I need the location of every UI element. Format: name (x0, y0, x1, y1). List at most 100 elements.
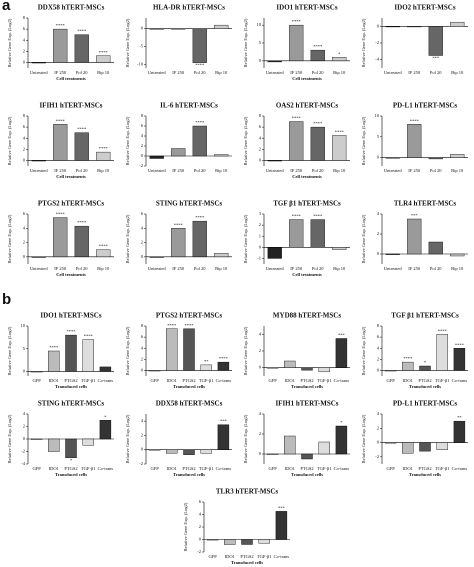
x-tick-label: Bip 10 (215, 70, 228, 75)
bar (96, 55, 111, 63)
y-tick-label: 6 (259, 124, 262, 129)
y-tick-label: 0 (23, 436, 26, 441)
chart-title: OAS2 hTERT-MSCs (276, 102, 339, 110)
chart: TGF β1 hTERT-MSCs Relative Gene Exp. (Log… (243, 200, 350, 277)
bar (48, 350, 60, 372)
bar (99, 366, 112, 372)
significance-label: **** (313, 214, 323, 219)
y-tick-label: 2 (141, 356, 143, 361)
chart: TGF β1 hTERT-MSCs Relative Gene Exp. (Log… (361, 312, 468, 389)
y-axis-label: Relative Gene Exp. (Log2) (7, 116, 12, 165)
bar (74, 34, 89, 63)
y-axis-label: Relative Gene Exp. (Log2) (7, 214, 12, 263)
bar (289, 24, 304, 62)
x-axis-label: Cell treatments (292, 174, 322, 179)
significance-label: **** (438, 328, 448, 333)
y-tick-label: 0 (259, 365, 262, 370)
x-tick-label: Bip 10 (97, 266, 110, 271)
x-tick-label: Bip 10 (451, 168, 464, 173)
chart-title: IDO1 hTERT-MSCs (40, 312, 101, 320)
bar (82, 339, 94, 372)
y-tick-label: 0 (377, 23, 380, 28)
chart: HLA-DR hTERT-MSCs Relative Gene Exp. (Log… (125, 4, 232, 75)
y-axis-label: Relative Gene Exp. (Log2) (361, 414, 366, 463)
bar (332, 135, 347, 161)
x-tick-label: GFP (268, 466, 277, 471)
x-tick-label: Bip 10 (333, 168, 346, 173)
y-tick-label: 8 (141, 323, 144, 328)
x-tick-label: IF 250 (172, 70, 185, 75)
x-tick-label: GFP (268, 378, 277, 383)
x-axis-label: Cell treatments (292, 272, 322, 277)
y-tick-label: -2 (139, 163, 143, 168)
x-axis-label: Transduced cells (173, 384, 205, 389)
significance-label: **** (99, 244, 109, 249)
x-tick-label: IF 250 (290, 168, 303, 173)
y-tick-label: 5 (259, 40, 262, 45)
y-axis-label: Relative Gene Exp. (Log2) (361, 18, 366, 67)
bar (310, 219, 325, 248)
chart-title: IFIH1 hTERT-MSCs (39, 102, 102, 110)
significance-label: **** (292, 116, 302, 121)
chart: PTGS2 hTERT-MSCs Relative Gene Exp. (Log2… (125, 312, 232, 389)
chart-title: TLR4 hTERT-MSCs (394, 200, 457, 208)
y-tick-label: 2 (141, 143, 143, 148)
y-axis-label: Relative Gene Exp. (Log2) (361, 326, 366, 375)
x-tick-label: IF 250 (290, 266, 303, 271)
chart-title: IDO2 hTERT-MSCs (394, 4, 455, 12)
bar (96, 249, 111, 258)
significance-label: * (424, 360, 427, 365)
x-tick-label: Co-trans (334, 466, 350, 471)
bar (166, 449, 178, 454)
x-tick-label: GFP (386, 378, 395, 383)
bar (289, 219, 304, 248)
x-tick-label: Pol 20 (76, 168, 88, 173)
y-tick-label: 0 (259, 451, 262, 456)
bar (217, 424, 230, 450)
x-tick-label: Bip 10 (215, 266, 228, 271)
bar (453, 348, 466, 371)
x-tick-label: Co-trans (98, 378, 114, 383)
x-tick-label: GFP (32, 466, 41, 471)
y-tick-label: 0 (141, 26, 144, 31)
y-axis-label: Relative Gene Exp. (Log2) (7, 414, 12, 463)
x-tick-label: IDO1 (403, 466, 413, 471)
y-tick-label: 6 (23, 124, 26, 129)
y-axis-label: Relative Gene Exp. (Log2) (183, 502, 188, 551)
y-tick-label: 4 (23, 225, 26, 230)
chart-title: PTGS2 hTERT-MSCs (38, 200, 104, 208)
y-tick-label: 2 (23, 146, 25, 151)
y-tick-label: 4 (377, 211, 380, 216)
chart: DDX58 hTERT-MSCs Relative Gene Exp. (Log2… (7, 4, 114, 81)
bar (318, 367, 330, 373)
bar (200, 364, 212, 371)
x-tick-label: GFP (32, 378, 41, 383)
y-tick-label: 4 (23, 37, 26, 42)
y-tick-label: 0 (23, 157, 26, 162)
x-tick-label: Pol 20 (430, 266, 442, 271)
bar (450, 253, 465, 257)
x-tick-label: Co-trans (334, 378, 350, 383)
significance-label: *** (220, 419, 228, 424)
chart: PD-L1 hTERT-MSCs Relative Gene Exp. (Log2… (361, 400, 468, 477)
x-tick-label: TGF-β1 (317, 378, 332, 383)
chart-title: IL-6 hTERT-MSCs (160, 102, 218, 110)
chart-title: TGF β1 hTERT-MSCs (391, 312, 459, 320)
bar (53, 124, 68, 161)
bar (30, 371, 43, 373)
x-axis-label: Cell treatments (56, 174, 86, 179)
x-tick-label: IF 250 (172, 266, 185, 271)
x-tick-label: Pol 20 (312, 266, 324, 271)
bar (402, 442, 414, 454)
bar (214, 154, 229, 157)
bar (224, 539, 236, 545)
y-tick-label: 2 (259, 146, 261, 151)
x-tick-label: IF 250 (172, 168, 185, 173)
chart: OAS2 hTERT-MSCs Relative Gene Exp. (Log2)… (243, 102, 350, 179)
y-tick-label: 4 (141, 345, 144, 350)
y-tick-label: 8 (377, 323, 380, 328)
y-tick-label: -4 (21, 461, 25, 466)
y-axis-label: Relative Gene Exp. (Log2) (243, 414, 248, 463)
x-axis-label: Cell treatments (56, 76, 86, 81)
